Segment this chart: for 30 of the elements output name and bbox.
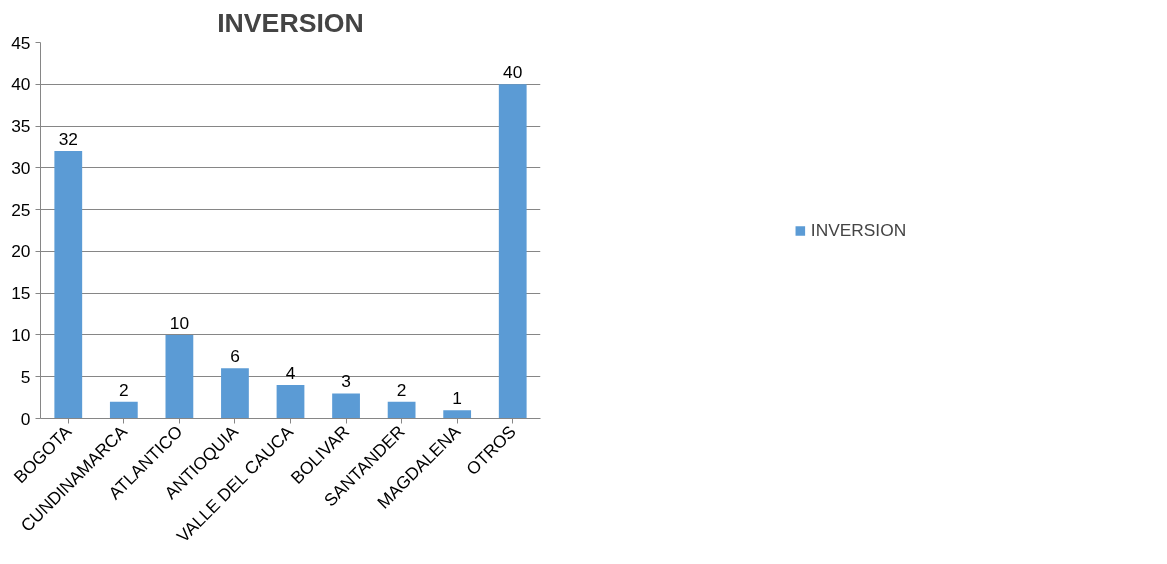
bar [332,393,360,419]
data-label: 32 [58,129,78,150]
y-tick-label: 5 [20,366,31,387]
data-label: 1 [452,388,462,409]
bar [165,334,194,419]
y-tick-label: 15 [11,283,31,304]
bar [387,401,416,419]
bar [109,401,138,419]
legend-label: INVERSION [810,219,907,241]
data-label: 4 [285,363,296,384]
y-tick-label: 0 [20,408,31,429]
y-tick-label: 45 [11,32,31,53]
data-label: 2 [396,379,407,400]
data-label: 3 [341,371,351,392]
bar [54,151,83,419]
data-label: 40 [503,62,523,83]
y-tick-label: 20 [11,241,31,262]
bar [443,410,472,419]
bar [221,368,249,419]
data-label: 10 [169,312,190,333]
data-label: 6 [230,346,240,367]
y-tick-label: 25 [11,199,31,220]
chart-title: INVERSION [217,7,364,38]
bar [498,84,527,419]
y-tick-label: 10 [11,324,31,345]
y-tick-label: 30 [11,157,31,178]
bar [276,385,305,419]
data-label: 2 [119,379,129,400]
y-tick-label: 35 [11,116,31,137]
y-tick-label: 40 [11,74,31,95]
